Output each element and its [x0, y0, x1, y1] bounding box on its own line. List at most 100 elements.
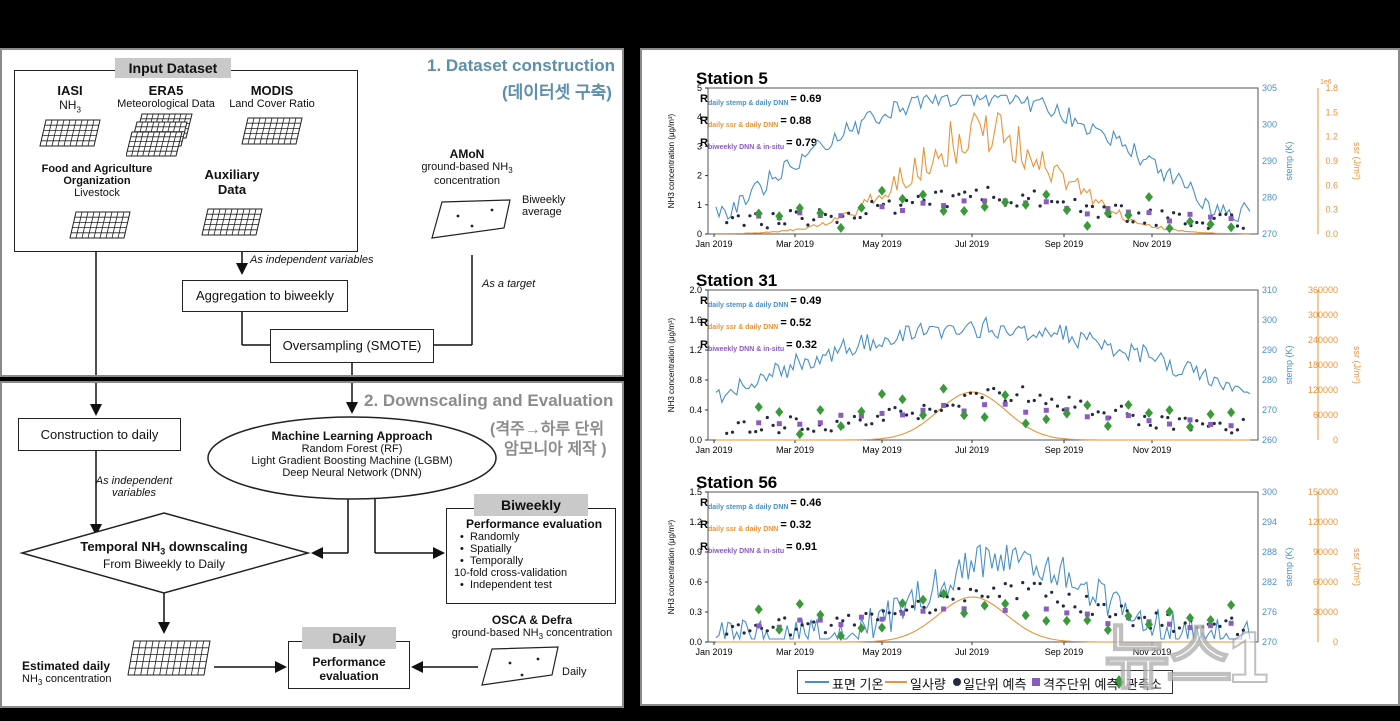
daily-prediction-dot — [1131, 220, 1135, 224]
biweekly-prediction-square — [879, 204, 885, 210]
daily-prediction-dot — [1032, 581, 1036, 586]
daily-prediction-dot — [1079, 209, 1083, 214]
downscaling-title-b: downscaling — [165, 539, 248, 554]
daily-prediction-dot — [748, 430, 752, 434]
y3-tick-label: 30000 — [1313, 607, 1338, 617]
estimated-grid-icon — [127, 640, 211, 676]
legend-daily-dot — [953, 678, 961, 686]
daily-prediction-dot — [928, 407, 932, 411]
legend-insitu-diamond — [1114, 675, 1124, 689]
daily-prediction-dot — [1114, 203, 1118, 207]
biweekly-prediction-square — [756, 623, 762, 629]
daily-prediction-dot — [858, 418, 862, 422]
osca-sub2: concentration — [543, 627, 613, 639]
y-tick-label: 0.8 — [689, 375, 702, 385]
daily-prediction-dot — [759, 222, 764, 227]
daily-prediction-dot — [1183, 416, 1187, 420]
daily-prediction-dot — [1009, 584, 1013, 588]
daily-prediction-dot — [899, 409, 903, 413]
daily-prediction-dot — [1154, 223, 1158, 227]
daily-prediction-dot — [829, 623, 833, 627]
y3-tick-label: 90000 — [1313, 547, 1338, 557]
daily-prediction-dot — [905, 608, 909, 612]
daily-prediction-dot — [852, 623, 856, 627]
daily-prediction-dot — [812, 620, 816, 624]
stemp-series — [715, 93, 1251, 223]
daily-prediction-dot — [1090, 612, 1094, 617]
amon-station-map-icon — [431, 199, 511, 239]
daily-prediction-dot — [1079, 399, 1083, 403]
insitu-diamond — [754, 208, 763, 219]
daily-prediction-dot — [1021, 581, 1025, 585]
biweekly-prediction-square — [1167, 421, 1172, 427]
y-tick-label: 1.5 — [689, 487, 702, 497]
daily-prediction-dot — [876, 618, 880, 622]
insitu-diamond — [795, 599, 804, 610]
y3-tick-label: 300000 — [1308, 310, 1338, 320]
x-tick-label: Jan 2019 — [695, 445, 732, 455]
chart-legend — [797, 670, 1173, 694]
estimated-num: 3 — [37, 678, 43, 688]
y3-axis-label: ssr (J/m²) — [1352, 548, 1362, 586]
daily-prediction-dot — [980, 396, 984, 400]
downscaling-title-a: Temporal NH — [80, 539, 161, 554]
daily-prediction-dot — [934, 409, 938, 413]
daily-prediction-dot — [1044, 402, 1048, 406]
biweekly-prediction-square — [1002, 401, 1008, 407]
daily-prediction-dot — [968, 391, 973, 395]
y3-tick-label: 0.9 — [1325, 156, 1338, 166]
y-tick-label: 1.6 — [689, 315, 702, 325]
daily-prediction-dot — [1235, 224, 1240, 228]
y2-tick-label: 270 — [1262, 405, 1277, 415]
daily-prediction-dot — [963, 393, 967, 397]
daily-prediction-dot — [974, 391, 978, 395]
daily-prediction-dot — [945, 404, 949, 408]
daily-prediction-dot — [736, 623, 740, 627]
charts-svg: Station 5 0 1 2 3 4 5 270 280 290 300 305 0.0 0.3 0.6 0… — [667, 69, 1362, 657]
insitu-diamond — [939, 205, 948, 216]
biweekly-prediction-square — [1208, 421, 1214, 427]
chart-2: Station 31 0.0 0.4 0.8 1.2 1.6 2.0 260 270 280 290… — [667, 271, 1362, 455]
plot-frame — [707, 491, 1259, 643]
y2-tick-label: 280 — [1262, 193, 1277, 203]
daily-prediction-dot — [1050, 199, 1054, 204]
biweekly-avg-line2: average — [522, 206, 562, 218]
daily-prediction-dot — [841, 619, 845, 623]
insitu-diamond — [1042, 189, 1051, 200]
insitu-diamond — [1144, 407, 1153, 418]
daily-prediction-dot — [1143, 221, 1147, 225]
ml-title: Machine Learning Approach — [271, 429, 433, 443]
y2-tick-label: 300 — [1262, 120, 1277, 130]
as-indep-line1: As independent — [95, 475, 173, 487]
perf-item-randomly: Randomly — [469, 531, 520, 543]
insitu-diamond — [898, 193, 907, 204]
daily-prediction-dot — [997, 198, 1002, 202]
daily-prediction-dot — [794, 627, 798, 631]
daily-prediction-dot — [910, 605, 914, 609]
y-tick-label: 0.4 — [689, 405, 702, 415]
insitu-diamond — [877, 388, 886, 399]
daily-prediction-dot — [1160, 209, 1164, 213]
daily-prediction-dot — [957, 192, 961, 196]
era5-name: ERA5 — [148, 83, 184, 98]
y2-tick-label: 282 — [1262, 577, 1277, 587]
biweekly-prediction-square — [756, 420, 762, 426]
osca-sub-num: 3 — [538, 632, 544, 642]
daily-prediction-dot — [823, 212, 827, 217]
iasi-name: IASI — [57, 83, 83, 98]
x-tick-label: May 2019 — [862, 445, 902, 455]
dataset-construction-panel: 1. Dataset construction (데이터셋 구축) Input … — [0, 48, 624, 377]
section-subtitle-2a: (격주→하루 단위 — [490, 421, 605, 438]
legend-stemp-label: 표면 기온 — [832, 677, 884, 692]
perf-eval-list: Performance evaluation • Randomly • Spat… — [454, 517, 614, 591]
biweekly-prediction-square — [776, 421, 782, 427]
daily-header: Daily — [302, 627, 396, 649]
biweekly-prediction-square — [920, 608, 926, 614]
stat-3: Rbiweekly DNN & in-situ = 0.91 — [700, 541, 817, 555]
daily-prediction-dot — [997, 391, 1002, 395]
biweekly-prediction-square — [1002, 607, 1008, 613]
x-tick-label: Mar 2019 — [776, 445, 814, 455]
daily-prediction-dot — [1038, 393, 1042, 397]
insitu-diamond — [960, 410, 969, 421]
aux-label: Auxiliary Data — [192, 167, 272, 197]
